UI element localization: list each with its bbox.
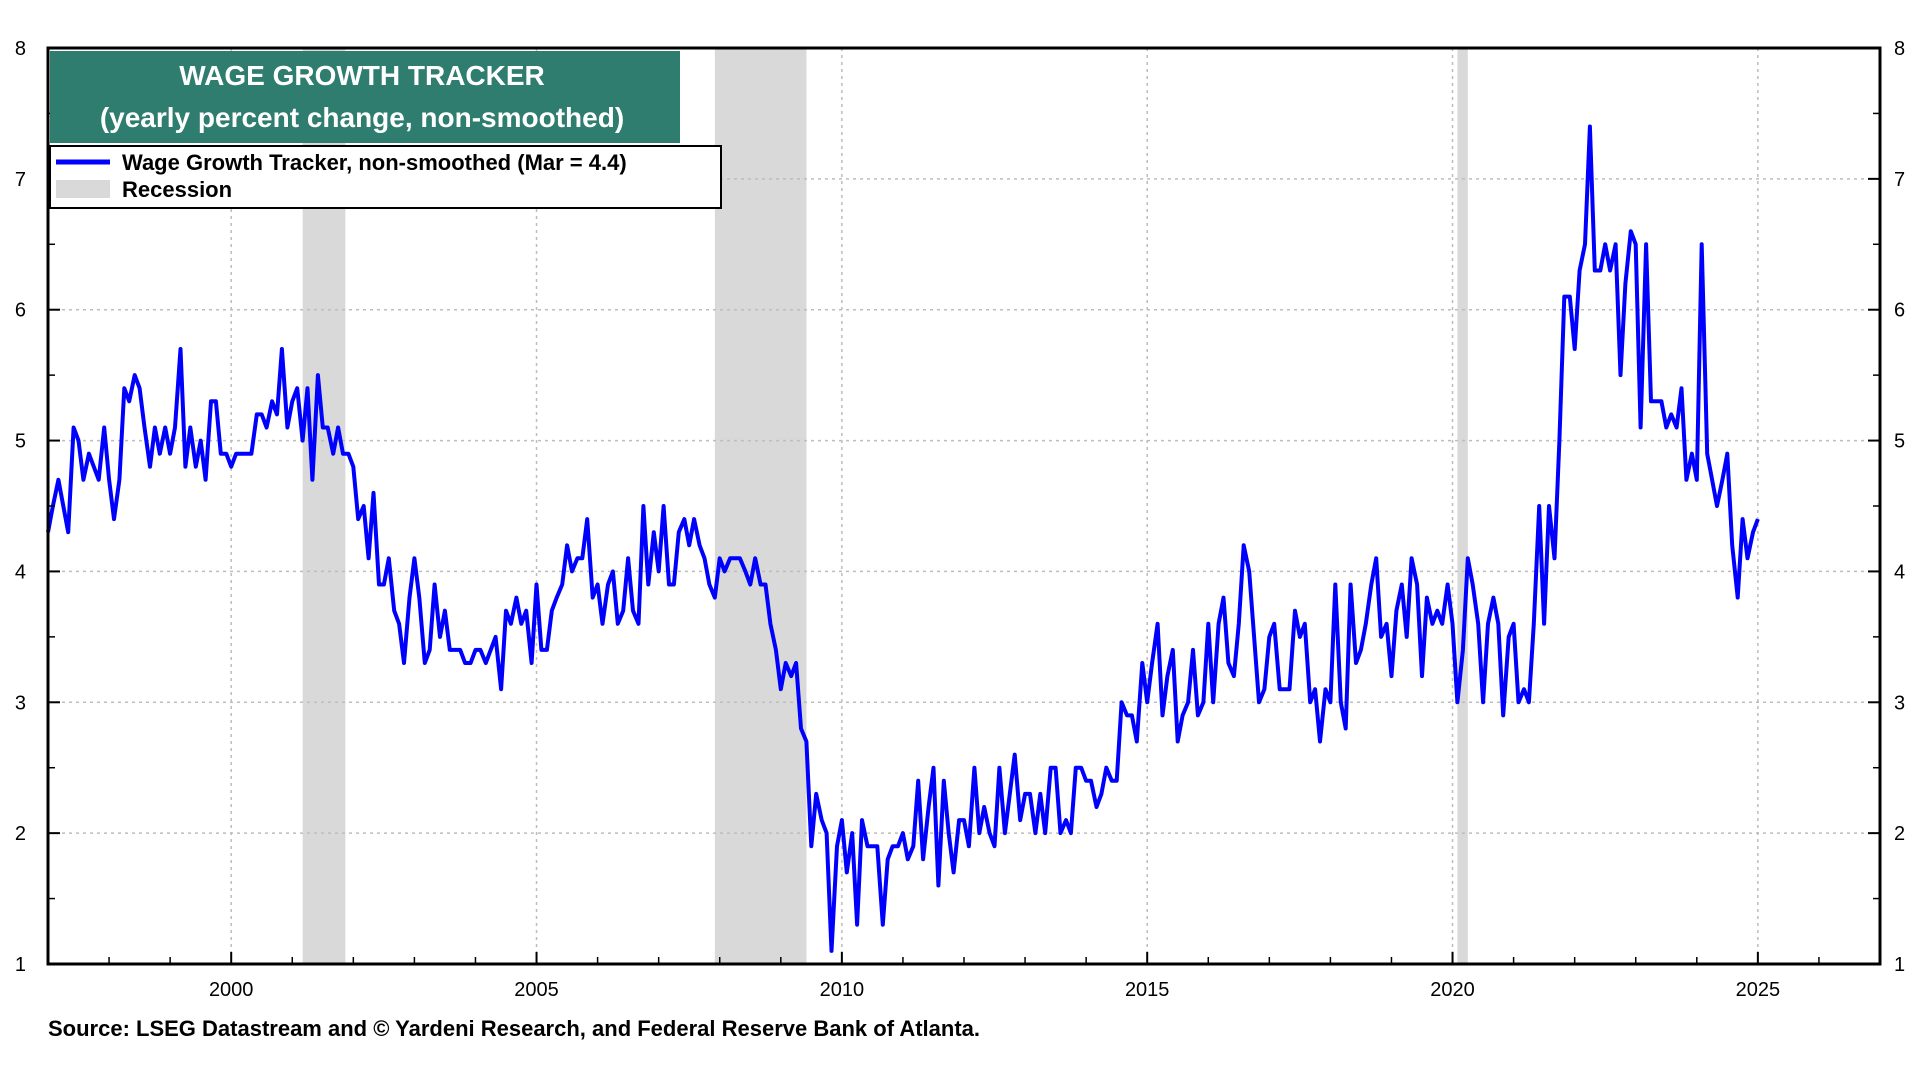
legend: Wage Growth Tracker, non-smoothed (Mar =…: [49, 145, 722, 209]
legend-box: [49, 145, 722, 209]
grid-lines: [48, 48, 1880, 964]
x-tick-label: 2020: [1430, 979, 1475, 1001]
y-tick-label-right: 4: [1894, 561, 1905, 583]
chart-title: WAGE GROWTH TRACKER: [179, 60, 545, 91]
legend-recession-label: Recession: [122, 177, 232, 202]
y-tick-label-left: 1: [15, 954, 26, 976]
x-tick-label: 2025: [1736, 979, 1781, 1001]
y-tick-label-right: 7: [1894, 169, 1905, 191]
y-tick-label-left: 7: [15, 169, 26, 191]
title-box: WAGE GROWTH TRACKER (yearly percent chan…: [50, 51, 680, 143]
y-tick-label-right: 1: [1894, 954, 1905, 976]
y-tick-label-right: 8: [1894, 38, 1905, 60]
legend-recession-swatch: [56, 180, 110, 198]
axis-ticks: 1 1 2 2 3 3 4 4 5 5 6 6 7 7 8 8 2000 2005 2010 2015 2020 2025: [15, 38, 1905, 1001]
x-tick-label: 2010: [820, 979, 865, 1001]
x-tick-label: 2015: [1125, 979, 1170, 1001]
chart-subtitle: (yearly percent change, non-smoothed): [100, 102, 624, 133]
y-tick-label-right: 6: [1894, 300, 1905, 322]
source-note: Source: LSEG Datastream and © Yardeni Re…: [48, 1016, 980, 1041]
y-tick-label-left: 2: [15, 823, 26, 845]
y-tick-label-right: 5: [1894, 431, 1905, 453]
x-tick-label: 2000: [209, 979, 254, 1001]
y-tick-label-left: 5: [15, 431, 26, 453]
recession-band-2: [714, 48, 807, 964]
y-tick-label-left: 8: [15, 38, 26, 60]
y-tick-label-right: 3: [1894, 692, 1905, 714]
recession-band-3: [1457, 48, 1468, 964]
title-background: [50, 51, 680, 143]
series-line-1: [46, 124, 1760, 953]
y-tick-label-left: 4: [15, 561, 26, 583]
x-tick-label: 2005: [514, 979, 559, 1001]
legend-series-label: Wage Growth Tracker, non-smoothed (Mar =…: [122, 150, 627, 175]
y-tick-label-left: 3: [15, 692, 26, 714]
series-layer: [46, 124, 1760, 953]
y-tick-label-left: 6: [15, 300, 26, 322]
y-tick-label-right: 2: [1894, 823, 1905, 845]
